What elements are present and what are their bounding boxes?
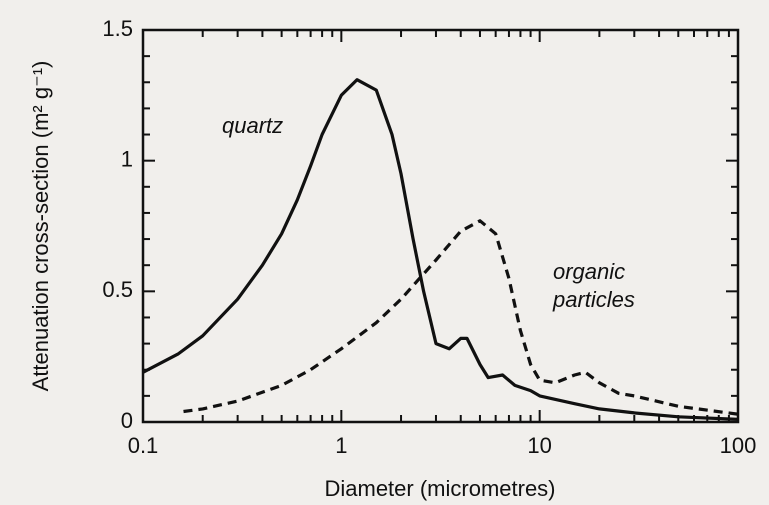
x-tick-label: 10	[527, 433, 551, 458]
series-line	[142, 78, 739, 421]
plot-frame	[141, 28, 740, 424]
x-tick-label: 1	[335, 433, 347, 458]
x-tick-label: 0.1	[128, 433, 159, 458]
x-axis-label: Diameter (micrometres)	[324, 476, 555, 501]
series-label: organic particles	[553, 259, 635, 312]
y-tick-label: 1	[121, 146, 133, 171]
y-tick-label: 0.5	[102, 277, 133, 302]
y-tick-label: 1.5	[102, 16, 133, 41]
x-tick-label: 100	[720, 433, 757, 458]
series-label: quartz	[222, 113, 284, 138]
y-tick-label: 0	[121, 408, 133, 433]
y-axis-label: Attenuation cross-section (m² g⁻¹)	[28, 61, 53, 392]
series-line	[183, 219, 739, 416]
